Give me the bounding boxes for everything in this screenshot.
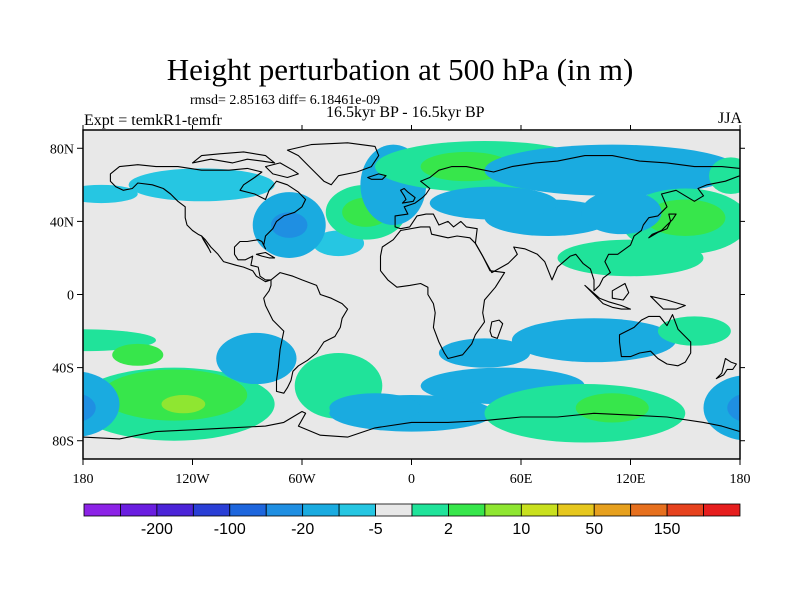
colorbar-label-3: -5	[368, 521, 382, 538]
colorbar-label-1: -100	[214, 521, 246, 538]
colorbar-label-2: -20	[291, 521, 314, 538]
y-tick-label-0: 80N	[50, 142, 74, 157]
anomaly-region-31	[511, 318, 677, 363]
colorbar-box-7	[338, 503, 376, 517]
coastline-layer	[83, 142, 740, 440]
season-label: JJA	[717, 110, 742, 127]
y-tick-label-2: 0	[67, 289, 74, 304]
colorbar: -200 -100 -20 -5 2 10 50 150	[83, 503, 741, 538]
x-tick-label-1: 120W	[175, 472, 210, 487]
colorbar-box-12	[520, 503, 559, 517]
anomaly-region-21	[161, 395, 206, 414]
colorbar-box-9	[411, 503, 449, 517]
colorbar-box-1	[120, 503, 158, 517]
anomaly-region-17	[557, 239, 704, 277]
anomaly-region-12	[429, 186, 558, 220]
colorbar-label-5: 10	[512, 521, 530, 538]
anomaly-region-24	[83, 394, 96, 422]
coastline-africa	[379, 226, 506, 360]
colorbar-box-4	[229, 503, 267, 517]
colorbar-box-10	[448, 503, 486, 517]
anomaly-region-23	[83, 371, 120, 437]
colorbar-box-16	[666, 503, 704, 517]
contour-fill-layer	[83, 140, 740, 443]
x-tick-label-2: 60W	[288, 472, 316, 487]
anomaly-region-0	[128, 168, 275, 202]
colorbar-box-2	[156, 503, 194, 517]
anomaly-region-35	[703, 375, 740, 441]
colorbar-box-13	[557, 503, 595, 517]
colorbar-box-8	[375, 503, 413, 517]
colorbar-box-11	[484, 503, 522, 517]
experiment-label: Expt = temkR1-temfr	[84, 112, 222, 129]
colorbar-box-17	[703, 503, 741, 517]
chart-title: Height perturbation at 500 hPa (in m)	[166, 52, 634, 87]
colorbar-box-6	[302, 503, 340, 517]
x-tick-label-0: 180	[73, 472, 94, 487]
colorbar-box-15	[630, 503, 668, 517]
period-label: 16.5kyr BP - 16.5kyr BP	[326, 104, 485, 121]
colorbar-box-3	[192, 503, 231, 517]
y-tick-label-4: 80S	[52, 435, 74, 450]
y-tick-label-3: 40S	[52, 362, 74, 377]
anomaly-region-30	[438, 338, 531, 368]
anomaly-region-4	[270, 212, 308, 238]
x-tick-label-4: 60E	[510, 472, 533, 487]
x-tick-label-5: 120E	[616, 472, 646, 487]
coastline-uk	[400, 187, 416, 204]
anomaly-region-1	[83, 184, 138, 204]
colorbar-label-7: 150	[654, 521, 681, 538]
coastline-south-america	[263, 272, 349, 394]
anomaly-region-20	[101, 369, 248, 421]
coastline-madagascar	[489, 319, 504, 339]
coastline-japan	[648, 213, 677, 239]
anomaly-region-25	[216, 332, 297, 385]
colorbar-box-0	[83, 503, 121, 517]
colorbar-label-6: 50	[585, 521, 603, 538]
y-tick-label-1: 40N	[50, 215, 74, 230]
coastline-antarctica	[83, 410, 740, 440]
coastline-baja	[201, 235, 212, 254]
coastline-iceland	[367, 173, 387, 180]
coastline-indonesia	[584, 282, 686, 310]
anomaly-region-28	[329, 393, 421, 423]
coastline-arctic-islands	[191, 151, 276, 164]
anomaly-region-36	[727, 394, 740, 422]
rmsd-diff-text: rmsd= 2.85163 diff= 6.18461e-09	[190, 93, 381, 108]
x-tick-label-3: 0	[408, 472, 415, 487]
anomaly-region-16	[581, 190, 662, 235]
coastline-greenland	[286, 142, 380, 186]
anomaly-region-10	[484, 144, 740, 196]
colorbar-box-5	[265, 503, 304, 517]
coastline-baffin	[264, 162, 299, 179]
anomaly-region-34	[575, 393, 649, 423]
colorbar-box-14	[593, 503, 632, 517]
coastline-europe-asia	[394, 155, 740, 292]
coastline-cuba	[255, 251, 276, 259]
x-tick-label-6: 180	[730, 472, 751, 487]
anomaly-region-22	[112, 343, 164, 366]
coastline-australia	[618, 314, 692, 367]
axis-ticks: 180 120W 60W 0 60E 120E 180 80N 40N 0 40S 80S	[50, 125, 751, 487]
colorbar-label-0: -200	[141, 521, 173, 538]
coastline-new-zealand	[715, 357, 737, 380]
anomaly-region-15	[708, 157, 740, 194]
colorbar-label-4: 2	[444, 521, 453, 538]
coastline-north-america	[109, 164, 307, 283]
